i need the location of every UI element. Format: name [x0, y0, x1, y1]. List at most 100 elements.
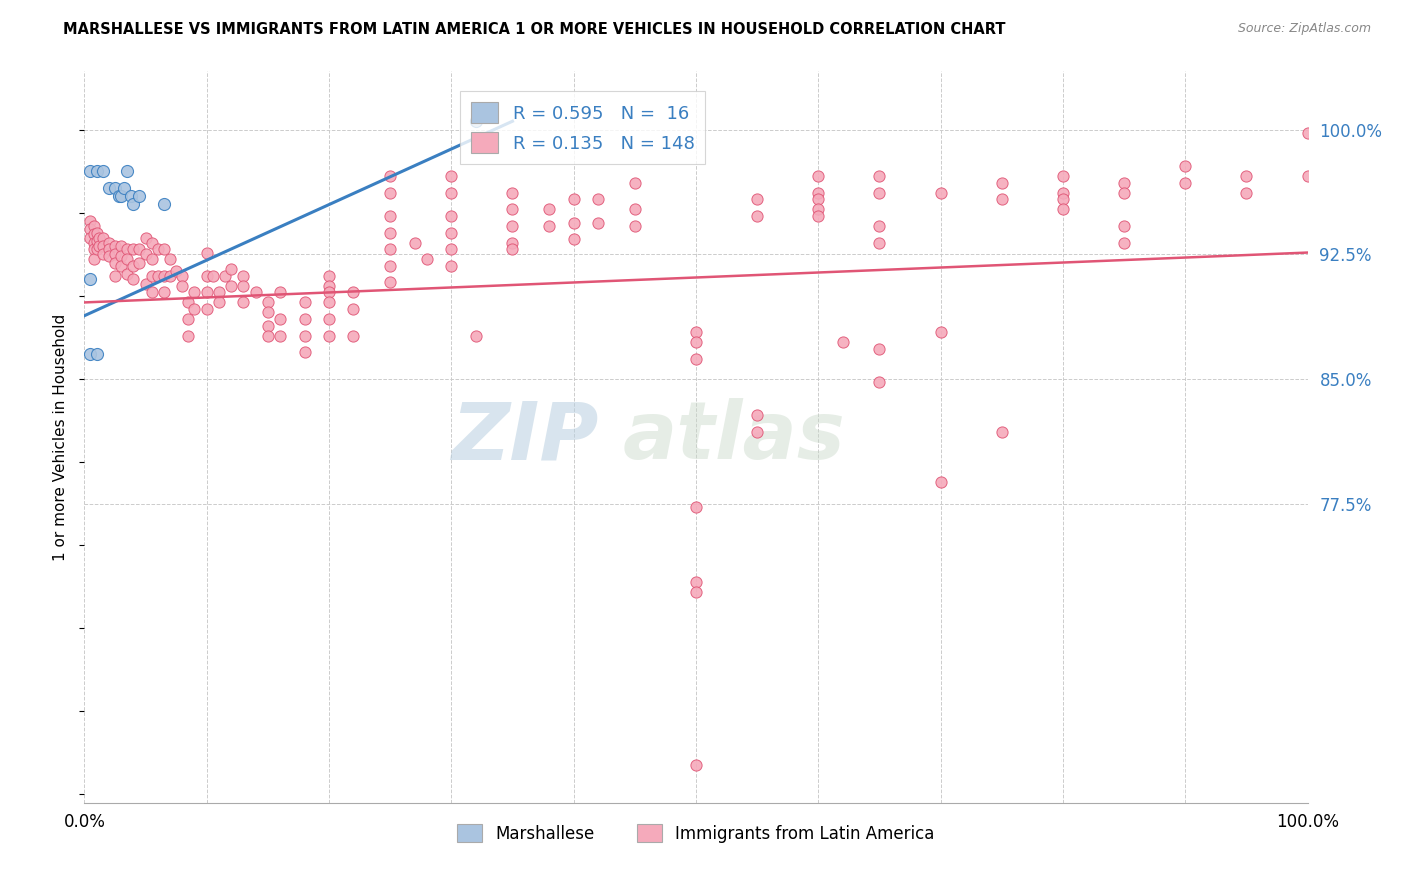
Point: [464, 114, 486, 128]
Point: [159, 252, 181, 267]
Point: [1296, 126, 1319, 140]
Point: [747, 409, 769, 423]
Point: [115, 267, 138, 281]
Point: [380, 226, 402, 240]
Point: [1236, 169, 1258, 183]
Point: [342, 301, 364, 316]
Point: [562, 232, 585, 246]
Point: [115, 242, 138, 256]
Point: [318, 328, 340, 343]
Point: [83, 219, 105, 233]
Text: MARSHALLESE VS IMMIGRANTS FROM LATIN AMERICA 1 OR MORE VEHICLES IN HOUSEHOLD COR: MARSHALLESE VS IMMIGRANTS FROM LATIN AME…: [63, 22, 1005, 37]
Point: [83, 235, 105, 250]
Point: [141, 285, 163, 300]
Point: [318, 312, 340, 326]
Point: [1114, 219, 1136, 233]
Point: [153, 197, 176, 211]
Point: [104, 268, 127, 283]
Point: [110, 239, 132, 253]
Point: [502, 186, 524, 200]
Point: [318, 278, 340, 293]
Point: [79, 214, 101, 228]
Point: [146, 242, 169, 256]
Point: [183, 301, 205, 316]
Point: [747, 425, 769, 439]
Point: [502, 235, 524, 250]
Point: [685, 574, 707, 589]
Point: [380, 276, 402, 290]
Point: [172, 268, 194, 283]
Point: [79, 230, 101, 244]
Point: [79, 272, 101, 286]
Point: [214, 268, 236, 283]
Point: [110, 249, 132, 263]
Point: [1052, 202, 1074, 217]
Point: [586, 192, 609, 206]
Point: [294, 345, 316, 359]
Point: [502, 219, 524, 233]
Point: [869, 186, 891, 200]
Point: [122, 242, 145, 256]
Point: [245, 285, 267, 300]
Point: [172, 278, 194, 293]
Point: [195, 268, 218, 283]
Point: [86, 347, 108, 361]
Point: [79, 347, 101, 361]
Point: [685, 584, 707, 599]
Point: [110, 259, 132, 273]
Point: [104, 255, 127, 269]
Point: [807, 169, 830, 183]
Point: [153, 285, 176, 300]
Point: [135, 247, 157, 261]
Point: [208, 285, 231, 300]
Point: [1052, 169, 1074, 183]
Point: [1052, 186, 1074, 200]
Point: [86, 234, 108, 248]
Point: [201, 268, 224, 283]
Point: [177, 295, 200, 310]
Point: [807, 192, 830, 206]
Point: [120, 189, 142, 203]
Point: [107, 189, 129, 203]
Point: [807, 209, 830, 223]
Point: [685, 500, 707, 514]
Point: [153, 268, 176, 283]
Point: [440, 259, 463, 273]
Point: [97, 180, 120, 194]
Point: [1114, 235, 1136, 250]
Point: [380, 169, 402, 183]
Point: [624, 219, 647, 233]
Point: [79, 164, 101, 178]
Point: [747, 192, 769, 206]
Point: [685, 335, 707, 350]
Point: [831, 335, 853, 350]
Point: [153, 242, 176, 256]
Point: [87, 230, 110, 244]
Point: [1114, 186, 1136, 200]
Point: [87, 239, 110, 253]
Point: [86, 164, 108, 178]
Point: [807, 202, 830, 217]
Point: [219, 262, 242, 277]
Point: [869, 342, 891, 356]
Point: [232, 295, 254, 310]
Point: [1114, 176, 1136, 190]
Point: [86, 226, 108, 240]
Point: [991, 176, 1014, 190]
Point: [440, 169, 463, 183]
Point: [1174, 159, 1197, 173]
Point: [586, 216, 609, 230]
Point: [869, 169, 891, 183]
Point: [342, 328, 364, 343]
Point: [91, 164, 114, 178]
Point: [294, 328, 316, 343]
Point: [183, 285, 205, 300]
Point: [440, 186, 463, 200]
Point: [1174, 176, 1197, 190]
Point: [318, 295, 340, 310]
Point: [112, 180, 135, 194]
Point: [91, 230, 114, 244]
Point: [991, 192, 1014, 206]
Point: [404, 235, 426, 250]
Point: [83, 227, 105, 242]
